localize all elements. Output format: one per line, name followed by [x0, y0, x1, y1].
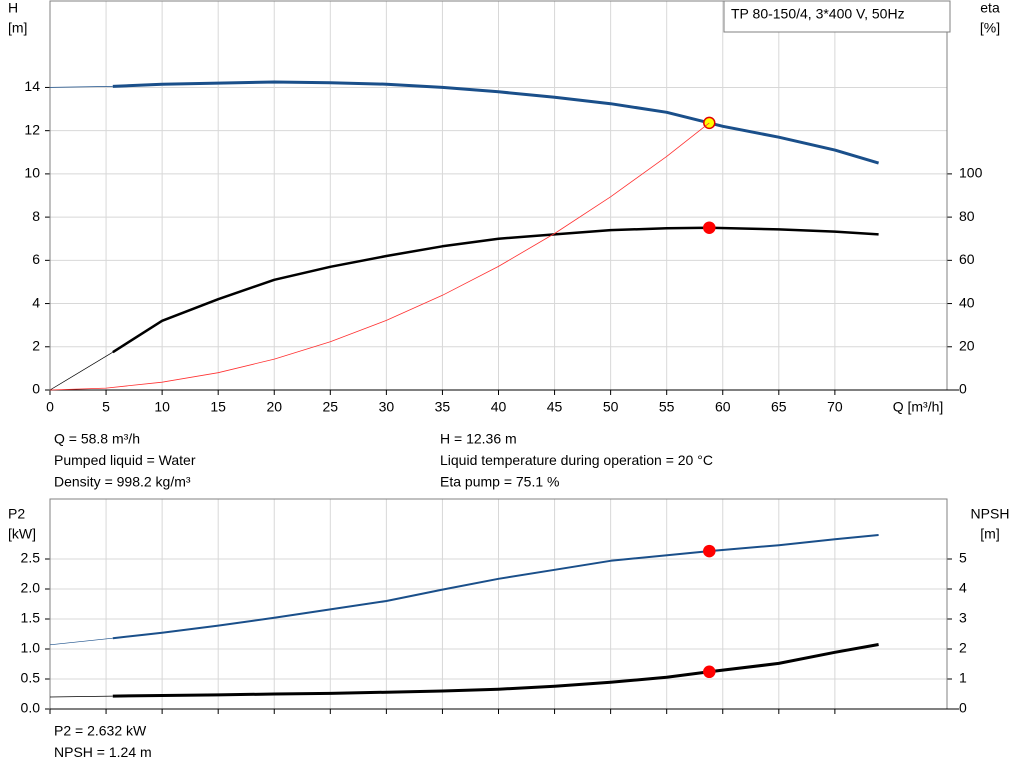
curve: [112, 226, 879, 354]
y-tick-label: 12: [24, 121, 40, 137]
y-tick-label: 14: [24, 78, 40, 94]
x-tick-label: 65: [771, 399, 787, 415]
x-tick-label: 5: [102, 399, 110, 415]
y2-axis-label: eta: [980, 0, 1000, 16]
info-text: Pumped liquid = Water: [54, 452, 196, 468]
operating-point: [703, 665, 716, 679]
y2-tick-label: 40: [959, 294, 975, 310]
y2-tick-label: 5: [959, 550, 967, 566]
operating-point: [703, 221, 716, 234]
legend-text: TP 80-150/4, 3*400 V, 50Hz: [731, 6, 905, 22]
curve: [112, 80, 880, 165]
y2-axis-label: NPSH: [971, 506, 1010, 522]
operating-point: [703, 544, 716, 558]
y-tick-label: 1.5: [21, 610, 41, 626]
y-tick-label: 4: [32, 294, 40, 310]
y-tick-label: 0.5: [21, 670, 41, 686]
y2-tick-label: 80: [959, 208, 975, 224]
x-tick-label: 50: [603, 399, 619, 415]
x-tick-label: 35: [435, 399, 451, 415]
y2-axis-label: [%]: [980, 20, 1000, 36]
info-text: P2 = 2.632 kW: [54, 723, 147, 739]
y2-axis-label: [m]: [980, 526, 999, 542]
y2-tick-label: 4: [959, 580, 967, 596]
y-tick-label: 0: [32, 381, 40, 397]
curve-lead-in: [49, 637, 113, 646]
x-tick-label: 40: [491, 399, 507, 415]
info-text: Q = 58.8 m³/h: [54, 431, 140, 447]
x-tick-label: 25: [323, 399, 339, 415]
x-tick-label: 15: [210, 399, 226, 415]
y-tick-label: 2.5: [21, 550, 41, 566]
operating-point: [703, 116, 716, 130]
y-tick-label: 1.0: [21, 640, 41, 656]
y2-tick-label: 3: [959, 610, 967, 626]
info-text: H = 12.36 m: [440, 431, 517, 447]
y-tick-label: 2: [32, 337, 40, 353]
curve-lead-in: [49, 695, 113, 698]
x-tick-label: 55: [659, 399, 675, 415]
x-tick-label: 45: [547, 399, 563, 415]
legend-box: [723, 0, 951, 33]
y2-tick-label: 1: [959, 670, 967, 686]
y-axis-label: [m]: [8, 20, 27, 36]
info-text: Density = 998.2 kg/m³: [54, 474, 191, 490]
y2-tick-label: 100: [959, 165, 983, 181]
info-text: Eta pump = 75.1 %: [440, 474, 559, 490]
y-axis-label: H: [8, 0, 18, 16]
x-tick-label: 0: [46, 399, 54, 415]
x-tick-label: 20: [266, 399, 282, 415]
y2-tick-label: 20: [959, 337, 975, 353]
y2-tick-label: 60: [959, 251, 975, 267]
curve: [112, 534, 879, 640]
x-tick-label: 10: [154, 399, 170, 415]
info-text: NPSH = 1.24 m: [54, 744, 152, 760]
x-axis-label: Q [m³/h]: [893, 399, 944, 415]
y-tick-label: 2.0: [21, 580, 41, 596]
y-tick-label: 10: [24, 165, 40, 181]
y-tick-label: 8: [32, 208, 40, 224]
y-axis-label: [kW]: [8, 526, 36, 542]
curve: [49, 122, 710, 391]
x-tick-label: 30: [379, 399, 395, 415]
x-tick-label: 60: [715, 399, 731, 415]
curve-lead-in: [49, 351, 113, 391]
y-axis-label: P2: [8, 506, 25, 522]
info-text: Liquid temperature during operation = 20…: [440, 452, 713, 468]
x-tick-label: 70: [827, 399, 843, 415]
y2-tick-label: 2: [959, 640, 967, 656]
y-tick-label: 6: [32, 251, 40, 267]
curve: [112, 643, 879, 698]
y2-tick-label: 0: [959, 700, 967, 716]
y-tick-label: 0.0: [21, 700, 41, 716]
curve-lead-in: [49, 86, 113, 88]
y2-tick-label: 0: [959, 381, 967, 397]
